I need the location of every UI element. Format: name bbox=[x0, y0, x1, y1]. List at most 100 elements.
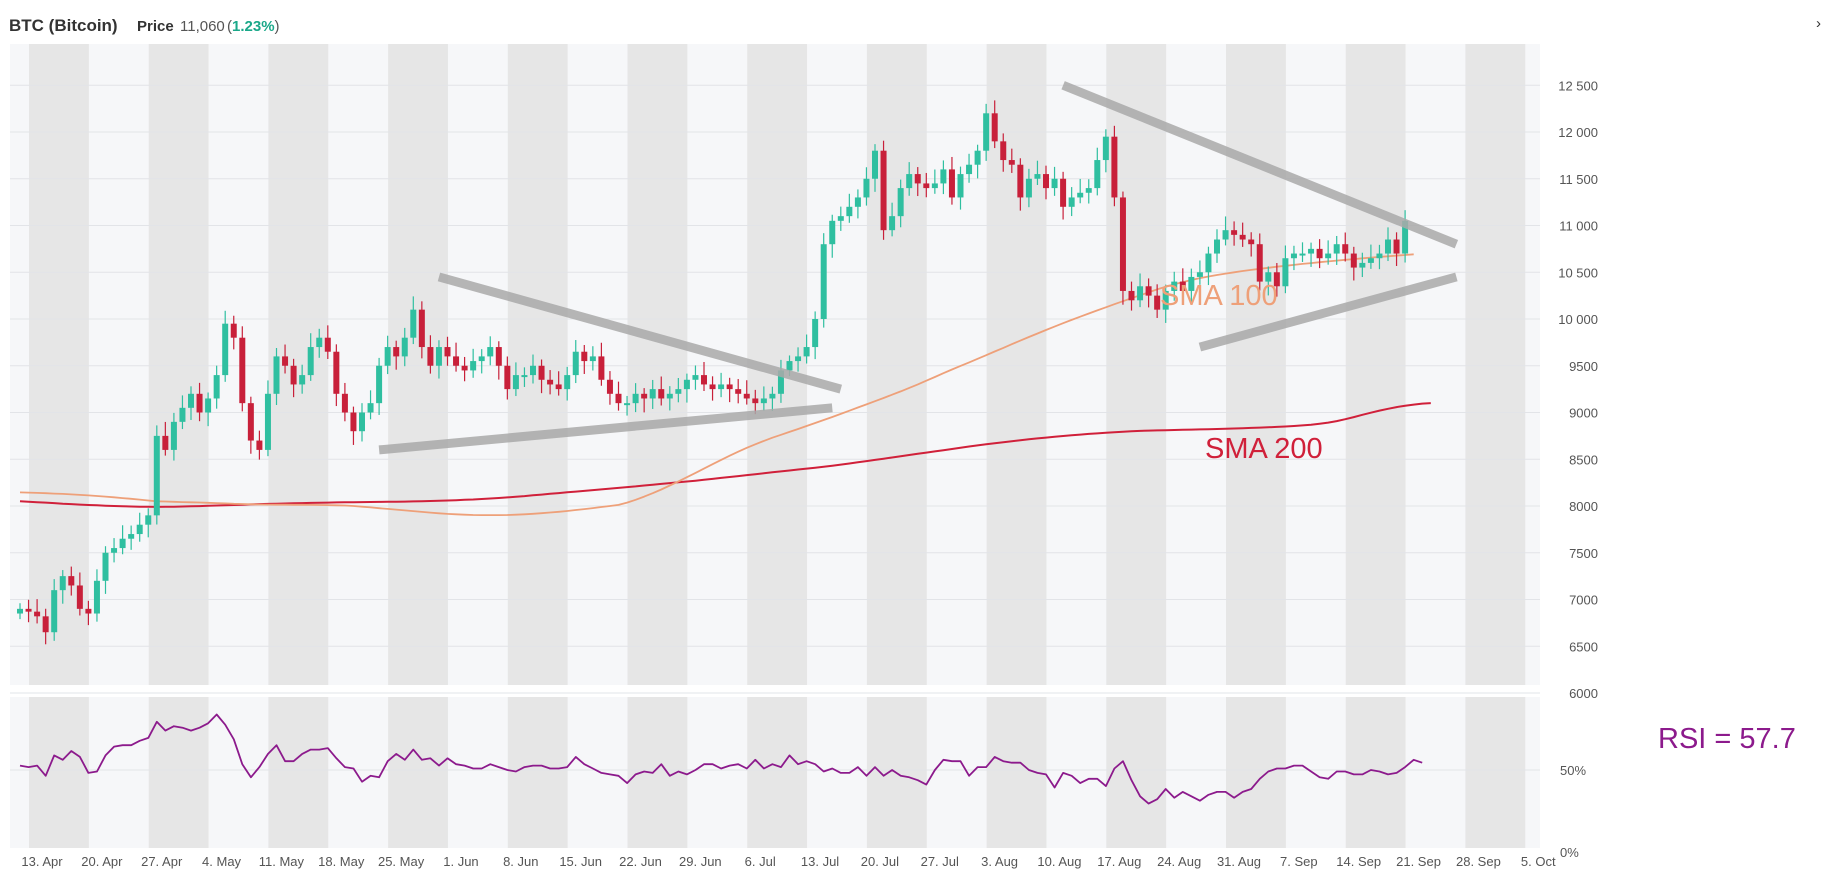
candle bbox=[675, 389, 682, 394]
candle bbox=[1299, 253, 1306, 256]
candle bbox=[128, 534, 135, 539]
candle bbox=[76, 585, 83, 609]
candle bbox=[247, 403, 254, 441]
annotations: SMA 100 SMA 200 bbox=[1160, 280, 1323, 465]
x-tick-label: 4. May bbox=[202, 854, 242, 869]
candle bbox=[102, 552, 109, 581]
candle bbox=[1350, 253, 1357, 268]
y-tick-label: 12 000 bbox=[1558, 125, 1598, 140]
x-tick-label: 13. Apr bbox=[21, 854, 63, 869]
week-band bbox=[1465, 697, 1526, 848]
candle bbox=[735, 389, 742, 394]
candle bbox=[1119, 197, 1126, 291]
candle bbox=[418, 309, 425, 348]
week-band bbox=[747, 697, 808, 848]
candle bbox=[205, 398, 212, 413]
candle bbox=[136, 524, 143, 535]
candle bbox=[795, 356, 802, 362]
candle bbox=[213, 375, 220, 399]
candle bbox=[1008, 160, 1015, 165]
week-band bbox=[29, 697, 89, 848]
candle bbox=[683, 379, 690, 390]
x-tick-label: 20. Apr bbox=[81, 854, 123, 869]
candle bbox=[444, 347, 451, 357]
candle bbox=[1367, 258, 1374, 263]
candle bbox=[1051, 178, 1058, 189]
candle bbox=[153, 435, 160, 516]
candle bbox=[239, 337, 246, 404]
candle bbox=[196, 393, 203, 413]
close-icon[interactable]: › bbox=[1816, 15, 1821, 32]
y-tick-label: 11 500 bbox=[1559, 172, 1598, 187]
candle bbox=[25, 608, 32, 612]
candle bbox=[1043, 174, 1049, 189]
candle bbox=[547, 379, 554, 385]
candle bbox=[34, 611, 41, 617]
candle bbox=[299, 375, 306, 385]
candle bbox=[1376, 253, 1383, 259]
candle bbox=[666, 393, 673, 399]
x-tick-label: 28. Sep bbox=[1456, 854, 1501, 869]
candle bbox=[1342, 244, 1349, 254]
trendline bbox=[1061, 81, 1459, 249]
candle bbox=[632, 393, 639, 404]
x-tick-label: 10. Aug bbox=[1037, 854, 1081, 869]
candle bbox=[983, 113, 990, 151]
candle bbox=[453, 356, 460, 366]
candle bbox=[427, 347, 434, 366]
candle bbox=[1128, 290, 1135, 301]
y-tick-label: 7000 bbox=[1569, 593, 1598, 608]
candle bbox=[1333, 244, 1340, 254]
candle bbox=[931, 183, 938, 189]
candle bbox=[914, 174, 921, 184]
candle bbox=[85, 608, 92, 614]
x-tick-label: 3. Aug bbox=[981, 854, 1018, 869]
candle bbox=[1273, 272, 1280, 287]
candle bbox=[324, 337, 331, 352]
candle bbox=[1085, 188, 1092, 193]
candle bbox=[718, 384, 725, 390]
x-tick-label: 29. Jun bbox=[679, 854, 722, 869]
candle bbox=[1171, 281, 1178, 291]
candle bbox=[1402, 220, 1409, 254]
y-tick-label: 9500 bbox=[1569, 359, 1598, 374]
candle bbox=[307, 347, 314, 376]
y-tick-label: 12 500 bbox=[1558, 78, 1598, 93]
candle bbox=[1222, 230, 1229, 240]
candle bbox=[1179, 281, 1186, 291]
candle bbox=[803, 347, 810, 357]
candle bbox=[376, 365, 383, 404]
rsi-y-tick-label: 0% bbox=[1560, 845, 1579, 860]
y-tick-label: 6500 bbox=[1569, 639, 1598, 654]
candle bbox=[93, 580, 100, 614]
candle bbox=[111, 548, 118, 553]
candle bbox=[282, 356, 289, 366]
week-band bbox=[986, 44, 1047, 685]
candle bbox=[701, 375, 707, 385]
y-tick-label: 10 000 bbox=[1558, 312, 1598, 327]
candle bbox=[777, 370, 784, 394]
candle bbox=[256, 440, 263, 450]
candle bbox=[906, 174, 913, 189]
candle bbox=[170, 421, 177, 450]
x-tick-label: 25. May bbox=[378, 854, 425, 869]
candle bbox=[42, 616, 49, 633]
rsi-line bbox=[19, 713, 1423, 805]
candle bbox=[658, 389, 665, 399]
candle bbox=[1102, 136, 1109, 161]
candle bbox=[68, 576, 75, 586]
candle bbox=[1017, 164, 1024, 198]
week-band bbox=[1106, 697, 1167, 848]
candle bbox=[948, 169, 955, 198]
candle bbox=[752, 398, 759, 404]
candle bbox=[119, 538, 126, 549]
y-tick-label: 11 000 bbox=[1559, 219, 1598, 234]
candle bbox=[1239, 234, 1246, 240]
candle bbox=[59, 576, 66, 591]
trendline bbox=[1198, 272, 1458, 352]
candle bbox=[1162, 290, 1169, 310]
candle bbox=[769, 393, 776, 399]
trendlines bbox=[378, 81, 1459, 455]
x-tick-label: 5. Oct bbox=[1521, 854, 1556, 869]
x-tick-label: 1. Jun bbox=[443, 854, 478, 869]
